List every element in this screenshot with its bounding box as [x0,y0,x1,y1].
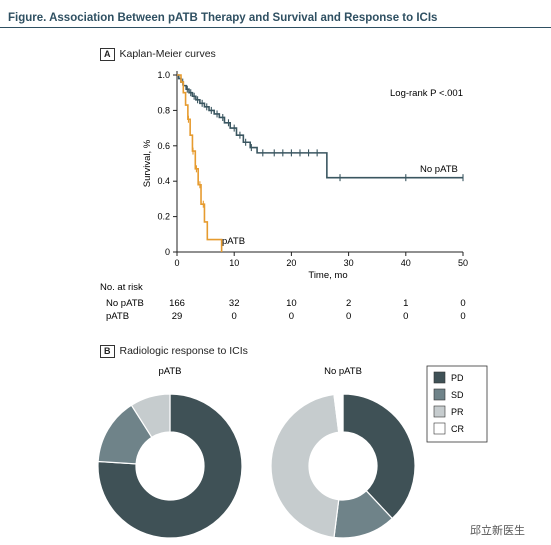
no-patb-slice-pd [342,393,416,520]
x-tick-label: 40 [401,258,411,268]
risk-count: 0 [346,311,351,322]
legend-label-pd: PD [451,373,464,383]
patb-slice-pr [130,393,171,439]
y-axis-label: Survival, % [142,139,153,187]
panel-a-header: A Kaplan-Meier curves [100,48,216,61]
risk-table-title: No. at risk [100,282,143,293]
y-tick-label: 0 [165,247,170,257]
risk-count: 10 [286,298,297,309]
y-tick-label: 1.0 [157,70,170,80]
legend-box [426,365,488,443]
risk-count: 0 [460,311,465,322]
risk-count: 29 [172,311,183,322]
x-axis-label: Time, mo [308,270,347,281]
no-patb-curve-label: No pATB [420,164,458,175]
log-rank-annotation: Log-rank P <.001 [390,88,463,99]
panel-b-header: B Radiologic response to ICIs [100,345,248,358]
risk-count: 2 [346,298,351,309]
legend-label-pr: PR [451,407,464,417]
x-tick-label: 30 [344,258,354,268]
x-tick-label: 50 [458,258,468,268]
legend-swatch-pr [433,405,446,418]
legend-label-cr: CR [451,424,464,434]
panel-b-letter: B [100,345,115,358]
risk-count: 0 [403,311,408,322]
no-patb-donut-title: No pATB [324,366,362,377]
risk-count: 0 [460,298,465,309]
patb-slice-pd [97,393,243,539]
risk-count: 0 [289,311,294,322]
risk-row-label: pATB [106,311,129,322]
patb-curve-label: pATB [222,236,245,247]
no-patb-slice-cr [333,393,344,433]
risk-count: 1 [403,298,408,309]
risk-row-label: No pATB [106,298,144,309]
legend-swatch-pd [433,371,446,384]
y-tick-label: 0.2 [157,212,170,222]
legend-label-sd: SD [451,390,464,400]
panel-a-title: Kaplan-Meier curves [119,48,216,60]
panel-b-title: Radiologic response to ICIs [119,345,248,357]
legend-swatch-sd [433,388,446,401]
risk-count: 0 [232,311,237,322]
no-patb-slice-pr [270,393,340,539]
risk-count: 32 [229,298,240,309]
figure-title: Figure. Association Between pATB Therapy… [0,0,551,28]
legend-swatch-cr [433,422,446,435]
risk-count: 166 [169,298,185,309]
y-tick-label: 0.8 [157,105,170,115]
x-tick-label: 20 [286,258,296,268]
watermark: 邱立新医生 [470,525,525,537]
patb-donut-title: pATB [158,366,181,377]
panel-a-letter: A [100,48,115,61]
x-tick-label: 10 [229,258,239,268]
x-tick-label: 0 [174,258,179,268]
y-tick-label: 0.4 [157,176,170,186]
patb-survival-line [177,74,223,252]
no-patb-survival-line [177,74,463,179]
y-tick-label: 0.6 [157,141,170,151]
